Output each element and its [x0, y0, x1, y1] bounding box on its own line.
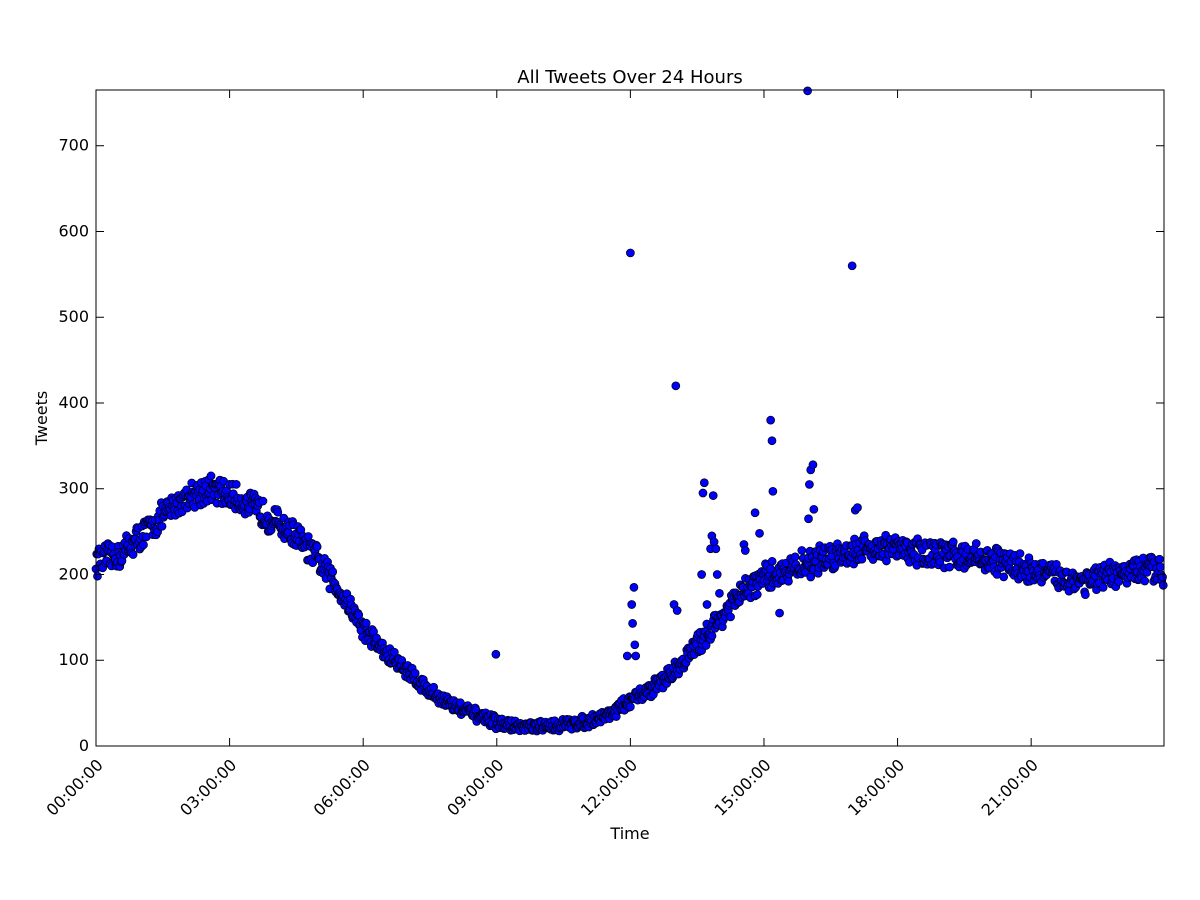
data-point-outlier — [766, 415, 776, 425]
data-point — [948, 537, 958, 547]
data-point-outlier — [672, 606, 682, 615]
y-tick-label: 700 — [58, 136, 89, 155]
data-point-outlier — [631, 651, 641, 661]
y-tick-label: 300 — [58, 479, 89, 498]
plot-frame — [95, 89, 1165, 747]
data-point-outlier — [491, 649, 501, 659]
data-point — [1155, 554, 1164, 564]
data-point — [206, 471, 216, 481]
x-tick-label: 06:00:00 — [310, 755, 374, 819]
data-point-outlier — [699, 478, 709, 488]
x-tick-label: 00:00:00 — [43, 755, 107, 819]
data-point — [312, 542, 322, 552]
data-point-outlier — [803, 86, 812, 96]
data-point-outlier — [622, 651, 632, 661]
x-tick-label: 15:00:00 — [710, 755, 774, 819]
data-point — [707, 631, 717, 641]
data-point — [806, 572, 816, 582]
data-point-outlier — [853, 503, 862, 512]
data-point — [701, 641, 711, 650]
x-tick-label: 21:00:00 — [978, 755, 1042, 819]
data-point-outlier — [805, 480, 814, 489]
data-point-outlier — [847, 261, 857, 271]
data-point-outlier — [671, 381, 681, 391]
data-point-outlier — [628, 619, 637, 628]
data-point — [945, 562, 954, 572]
x-tick-label: 18:00:00 — [844, 755, 908, 819]
data-point-outlier — [712, 570, 722, 579]
data-point-outlier — [740, 546, 750, 555]
y-tick-label: 200 — [58, 564, 89, 583]
y-tick-label: 600 — [58, 221, 89, 240]
data-point — [1140, 576, 1150, 586]
data-point-outlier — [629, 583, 639, 592]
data-point — [935, 557, 945, 567]
data-point — [303, 532, 313, 541]
data-point — [258, 496, 268, 506]
y-tick-label: 100 — [58, 650, 89, 669]
data-point-outlier — [809, 504, 819, 514]
data-point-outlier — [711, 544, 721, 554]
data-point — [784, 576, 793, 586]
data-point — [410, 668, 420, 678]
x-tick-label: 12:00:00 — [577, 755, 641, 819]
data-point — [1098, 583, 1108, 592]
data-point — [752, 590, 762, 599]
data-point-outlier — [808, 460, 818, 470]
data-point — [1015, 549, 1025, 558]
y-axis-label: Tweets — [32, 391, 51, 447]
data-point-outlier — [755, 528, 764, 538]
data-point-outlier — [750, 508, 760, 518]
data-point-outlier — [804, 514, 813, 524]
data-point-outlier — [630, 640, 640, 650]
data-point-outlier — [627, 600, 637, 609]
x-tick-label: 09:00:00 — [443, 755, 507, 819]
data-point-outlier — [768, 486, 778, 496]
data-point — [726, 612, 735, 622]
data-point — [857, 554, 867, 564]
data-point — [790, 552, 800, 562]
points-layer — [91, 86, 1168, 736]
data-point — [971, 539, 981, 548]
data-point — [1080, 590, 1090, 599]
data-point-outlier — [708, 491, 718, 500]
data-point — [999, 572, 1009, 582]
x-tick-label: 03:00:00 — [176, 755, 240, 819]
data-point — [157, 521, 167, 531]
data-point — [1158, 580, 1168, 590]
data-point-outlier — [626, 248, 635, 258]
data-point — [429, 682, 439, 692]
data-point — [328, 567, 338, 577]
data-point — [767, 556, 777, 566]
data-point — [93, 571, 102, 581]
y-tick-label: 0 — [79, 736, 89, 755]
data-point-outlier — [698, 488, 708, 498]
data-point-outlier — [775, 608, 784, 618]
data-point — [1155, 562, 1165, 572]
data-point — [128, 550, 138, 559]
y-tick-label: 400 — [58, 393, 89, 412]
data-point — [797, 546, 807, 555]
data-point — [626, 702, 635, 712]
y-tick-label: 500 — [58, 307, 89, 326]
data-point-outlier — [697, 570, 706, 579]
data-point-outlier — [715, 589, 724, 598]
data-point — [273, 507, 283, 517]
x-axis-label: Time — [609, 824, 649, 843]
data-point-outlier — [767, 436, 777, 446]
data-point — [231, 480, 241, 489]
data-point — [139, 540, 148, 550]
data-point-outlier — [702, 600, 712, 609]
chart-title: All Tweets Over 24 Hours — [517, 67, 742, 88]
